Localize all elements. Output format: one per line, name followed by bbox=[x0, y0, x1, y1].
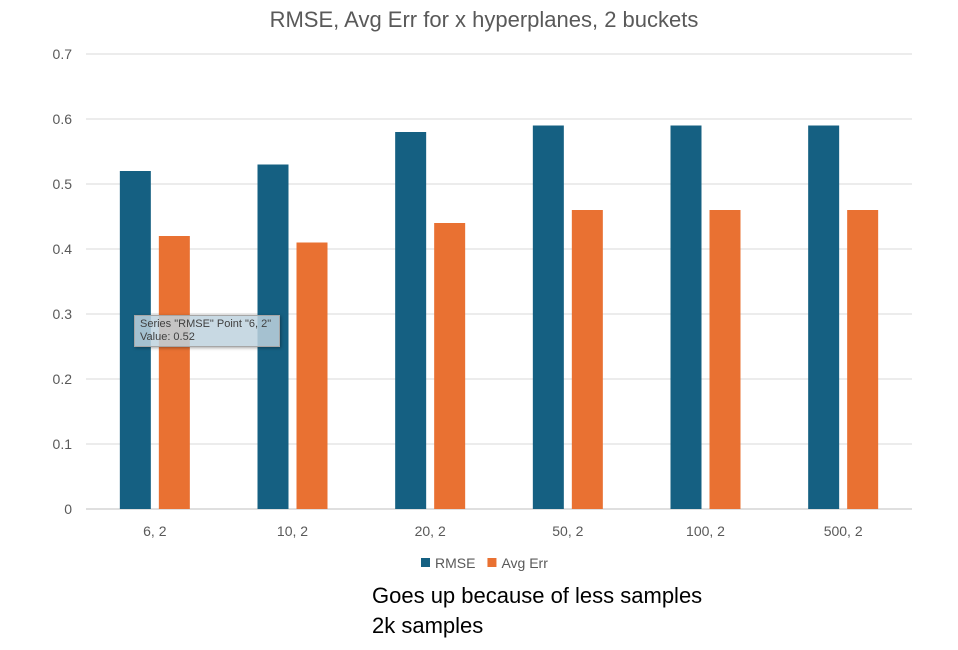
legend-swatch bbox=[421, 558, 430, 567]
y-tick-label: 0.3 bbox=[53, 306, 73, 322]
y-axis-ticks: 0 0.1 0.2 0.3 0.4 0.5 0.6 0.7 bbox=[53, 46, 73, 517]
chart-title: RMSE, Avg Err for x hyperplanes, 2 bucke… bbox=[270, 7, 699, 32]
annotation-line-1: Goes up because of less samples bbox=[372, 583, 703, 608]
annotation-line-2: 2k samples bbox=[372, 613, 484, 638]
data-point-tooltip: Series "RMSE" Point "6, 2" Value: 0.52 bbox=[134, 315, 280, 347]
y-tick-label: 0.2 bbox=[53, 371, 73, 387]
bar-rmse[interactable] bbox=[532, 125, 564, 510]
y-tick-label: 0.7 bbox=[53, 46, 73, 62]
y-tick-label: 0.4 bbox=[53, 241, 73, 257]
annotation-text: Goes up because of less samples 2k sampl… bbox=[372, 581, 702, 641]
y-tick-label: 0.5 bbox=[53, 176, 73, 192]
bar-avg-err[interactable] bbox=[296, 242, 328, 510]
legend-label: Avg Err bbox=[501, 555, 548, 571]
x-tick-label: 6, 2 bbox=[143, 523, 167, 539]
x-tick-label: 20, 2 bbox=[415, 523, 446, 539]
bar-avg-err[interactable] bbox=[158, 236, 190, 509]
bar-rmse[interactable] bbox=[395, 132, 427, 509]
bar-avg-err[interactable] bbox=[847, 210, 879, 509]
bar-avg-err[interactable] bbox=[571, 210, 603, 509]
bar-rmse[interactable] bbox=[670, 125, 702, 510]
bar-avg-err[interactable] bbox=[434, 223, 466, 509]
bar-rmse[interactable] bbox=[808, 125, 840, 510]
gridlines bbox=[86, 53, 912, 510]
x-tick-label: 500, 2 bbox=[824, 523, 863, 539]
tooltip-value-line: Value: 0.52 bbox=[140, 331, 195, 343]
y-tick-label: 0.1 bbox=[53, 436, 73, 452]
tooltip-series-line: Series "RMSE" Point "6, 2" bbox=[140, 318, 272, 330]
bar-avg-err[interactable] bbox=[709, 210, 741, 509]
y-tick-label: 0 bbox=[64, 501, 72, 517]
x-tick-label: 10, 2 bbox=[277, 523, 308, 539]
x-tick-label: 100, 2 bbox=[686, 523, 725, 539]
legend-label: RMSE bbox=[435, 555, 475, 571]
x-tick-label: 50, 2 bbox=[552, 523, 583, 539]
legend: RMSE Avg Err bbox=[421, 555, 548, 571]
y-tick-label: 0.6 bbox=[53, 111, 73, 127]
x-axis-ticks: 6, 2 10, 2 20, 2 50, 2 100, 2 500, 2 bbox=[143, 523, 863, 539]
legend-swatch bbox=[487, 558, 497, 567]
